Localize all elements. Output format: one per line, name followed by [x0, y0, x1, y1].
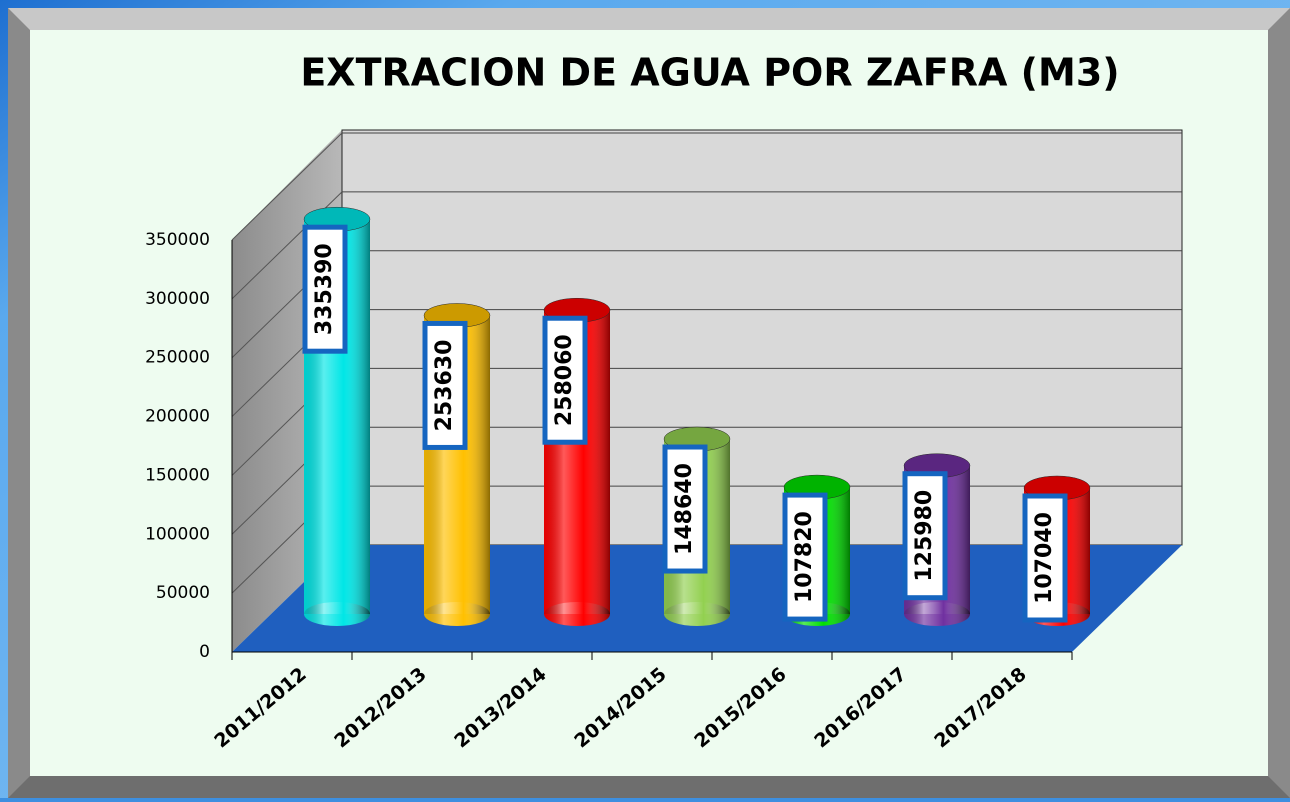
- value-label-box: [302, 224, 348, 354]
- value-label-box: [662, 444, 708, 574]
- y-tick-label: 350000: [145, 230, 210, 250]
- grid-line: [231, 132, 343, 241]
- bevel: [8, 776, 1290, 798]
- value-label-box: [902, 471, 948, 601]
- value-label: 258060: [552, 334, 577, 426]
- y-tick-label: 300000: [145, 289, 210, 309]
- value-label: 148640: [672, 463, 697, 555]
- y-tick-label: 200000: [145, 407, 210, 427]
- value-label: 125980: [912, 490, 937, 582]
- value-label: 253630: [432, 340, 457, 432]
- y-tick-label: 50000: [156, 583, 210, 603]
- value-label-box: [782, 492, 828, 622]
- bevel: [8, 8, 1290, 30]
- y-tick-label: 150000: [145, 465, 210, 485]
- y-tick-label: 100000: [145, 524, 210, 544]
- chart-title: EXTRACION DE AGUA POR ZAFRA (M3): [300, 51, 1119, 95]
- value-label-box: [542, 315, 588, 445]
- value-label: 335390: [312, 243, 337, 335]
- y-tick-label: 250000: [145, 348, 210, 368]
- y-tick-label: 0: [199, 642, 210, 662]
- value-label: 107820: [792, 511, 817, 603]
- value-label: 107040: [1032, 512, 1057, 604]
- value-label-box: [1022, 493, 1068, 623]
- value-label-box: [422, 320, 468, 450]
